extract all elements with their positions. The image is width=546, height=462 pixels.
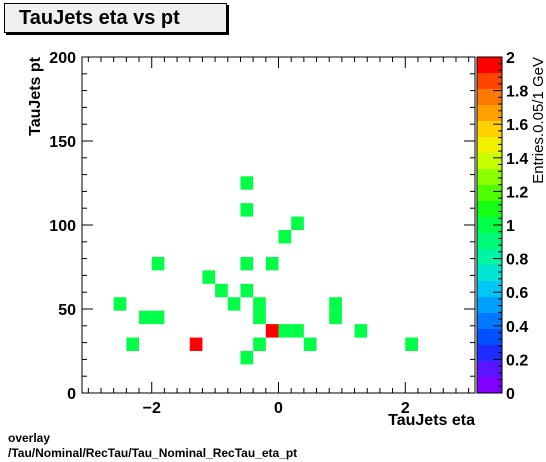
y-tick-label: 200 <box>49 50 76 67</box>
heatmap-cell <box>240 283 254 298</box>
heatmap-cell <box>240 176 254 190</box>
palette-swatch <box>477 281 502 297</box>
z-tick-label: 0.8 <box>506 252 528 269</box>
z-tick-label: 1.8 <box>506 84 528 101</box>
heatmap-cell <box>189 337 203 351</box>
y-tick-label: 50 <box>58 302 76 319</box>
x-axis: −2 0 2 <box>87 57 470 417</box>
z-tick-label: 2 <box>506 50 515 67</box>
heatmap-cell <box>265 256 279 271</box>
z-tick-label: 1.4 <box>506 151 528 168</box>
y-tick-label: 150 <box>49 134 76 151</box>
z-axis-label: Entries.0.05/1 GeV <box>530 57 546 184</box>
y-axis: 0 50 100 150 200 <box>49 50 475 403</box>
heatmap-cell <box>291 324 304 338</box>
chart-title: TauJets eta vs pt <box>19 7 180 29</box>
footer-line-1: overlay <box>8 431 51 445</box>
y-tick-label: 100 <box>49 218 76 235</box>
cells-layer <box>113 176 418 365</box>
heatmap-cell <box>253 310 266 325</box>
title-box: TauJets eta vs pt <box>4 3 227 33</box>
color-palette <box>476 56 503 394</box>
z-tick-label: 0.4 <box>506 319 528 336</box>
heatmap-cell <box>253 337 266 351</box>
palette-swatch <box>477 105 502 121</box>
heatmap-cell <box>202 270 216 284</box>
palette-swatch <box>477 361 502 377</box>
z-tick-label: 0.2 <box>506 352 528 369</box>
y-tick-label: 0 <box>67 386 76 403</box>
heatmap-cell <box>151 256 165 271</box>
heatmap-cell <box>329 297 342 311</box>
heatmap-cell <box>126 337 140 351</box>
palette-swatch <box>477 345 502 361</box>
z-tick-label: 1 <box>506 218 515 235</box>
palette-swatch <box>477 201 502 217</box>
heatmap-cell <box>240 203 254 217</box>
palette-swatch <box>477 377 502 393</box>
x-tick-label: −2 <box>143 400 161 417</box>
z-tick-label: 1.6 <box>506 117 528 134</box>
palette-swatch <box>477 265 502 281</box>
heatmap-cell <box>265 324 279 338</box>
palette-swatch <box>477 89 502 105</box>
heatmap-cell <box>405 337 418 351</box>
heatmap-cell <box>240 351 254 365</box>
heatmap-cell <box>227 297 241 311</box>
palette-swatch <box>477 137 502 153</box>
heatmap-cell <box>303 337 317 351</box>
heatmap-cell <box>278 324 292 338</box>
heatmap-cell <box>139 310 152 325</box>
heatmap-cell <box>240 256 254 271</box>
heatmap-cell <box>354 324 368 338</box>
x-tick-label: 2 <box>401 400 410 417</box>
footer-line-2: /Tau/Nominal/RecTau/Tau_Nominal_RecTau_e… <box>8 446 298 460</box>
palette-swatch <box>477 217 502 233</box>
heatmap-cell <box>151 310 165 325</box>
palette-swatch <box>477 169 502 185</box>
heatmap-cell <box>253 297 266 311</box>
palette-swatch <box>477 249 502 265</box>
palette-swatch <box>477 313 502 329</box>
heatmap-cell <box>329 310 342 325</box>
heatmap-cell <box>215 283 228 298</box>
heatmap-cell <box>291 216 304 231</box>
z-tick-label: 0.6 <box>506 285 528 302</box>
heatmap-cell <box>113 297 127 311</box>
z-axis: 0 0.2 0.4 0.6 0.8 1 1.2 1.4 1.6 1.8 2 <box>493 50 528 403</box>
x-tick-label: 0 <box>274 400 283 417</box>
palette-swatch <box>477 73 502 89</box>
palette-swatch <box>477 297 502 313</box>
palette-swatch <box>477 329 502 345</box>
z-tick-label: 1.2 <box>506 184 528 201</box>
palette-swatch <box>477 153 502 169</box>
y-axis-label: TauJets pt <box>27 56 44 136</box>
palette-swatch <box>477 233 502 249</box>
heatmap-cell <box>278 230 292 244</box>
palette-swatch <box>477 57 502 73</box>
x-axis-label: TauJets eta <box>388 412 475 429</box>
palette-swatch <box>477 121 502 137</box>
palette-swatch <box>477 185 502 201</box>
z-tick-label: 0 <box>506 386 515 403</box>
